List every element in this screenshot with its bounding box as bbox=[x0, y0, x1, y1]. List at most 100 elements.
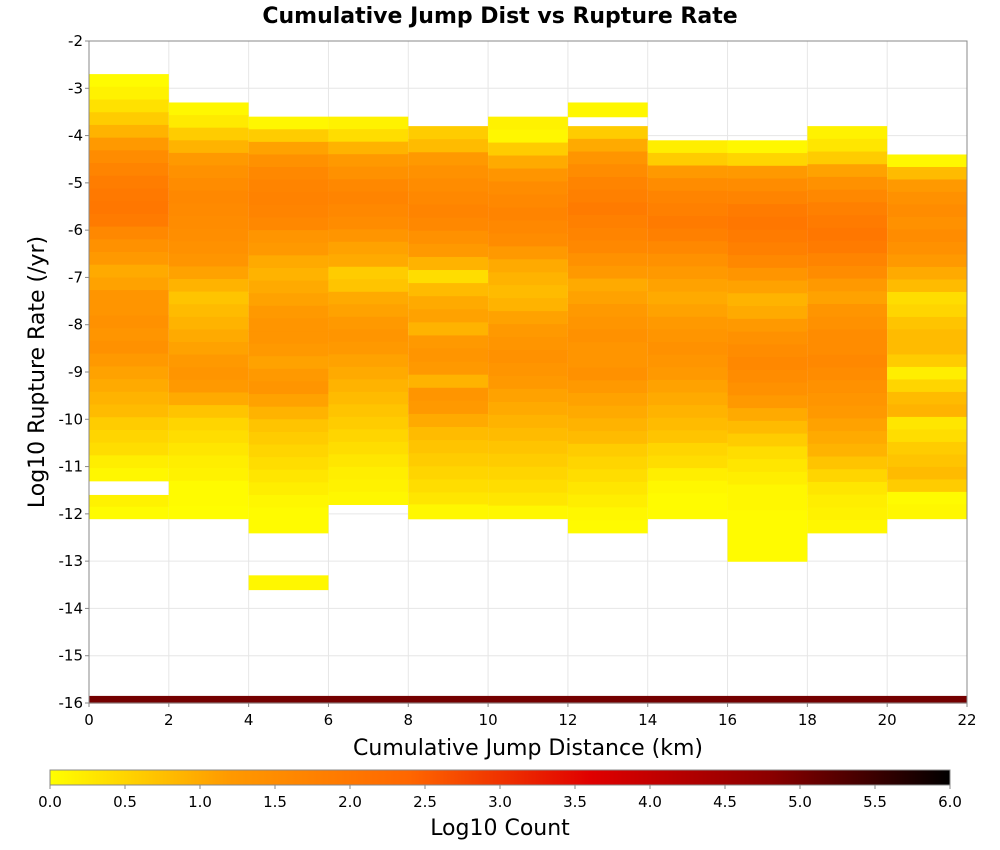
heatmap-cell bbox=[727, 369, 808, 384]
heatmap-cell bbox=[647, 266, 728, 280]
heatmap-cell bbox=[168, 367, 249, 381]
heatmap-cell bbox=[408, 504, 489, 520]
heatmap-cell bbox=[89, 213, 169, 228]
heatmap-cell bbox=[647, 480, 728, 494]
heatmap-cell bbox=[887, 291, 967, 306]
heatmap-cell bbox=[727, 216, 808, 231]
heatmap-cell bbox=[567, 469, 648, 483]
heatmap-cell bbox=[807, 469, 888, 483]
heatmap-cell bbox=[647, 417, 728, 431]
heatmap-cell bbox=[647, 253, 728, 267]
heatmap-cell bbox=[807, 418, 888, 432]
heatmap-cell bbox=[89, 391, 169, 406]
heatmap-cell bbox=[807, 215, 888, 229]
heatmap-cell bbox=[727, 255, 808, 269]
heatmap-cell bbox=[807, 443, 888, 458]
heatmap-cell bbox=[328, 241, 409, 255]
heatmap-cell bbox=[727, 331, 808, 345]
heatmap-cell bbox=[567, 304, 648, 318]
heatmap-cell bbox=[647, 468, 728, 482]
heatmap-cell bbox=[328, 291, 409, 305]
heatmap-cell bbox=[328, 129, 409, 143]
heatmap-cell bbox=[168, 178, 249, 192]
x-tick-label: 2 bbox=[164, 711, 174, 729]
y-tick-label: -11 bbox=[59, 458, 84, 476]
heatmap-cell bbox=[807, 354, 888, 369]
heatmap-cell bbox=[248, 469, 329, 483]
heatmap-cell bbox=[647, 442, 728, 457]
heatmap-cell bbox=[168, 127, 249, 141]
heatmap-cell bbox=[647, 493, 728, 507]
heatmap-cell bbox=[567, 291, 648, 305]
heatmap-cell bbox=[168, 228, 249, 242]
heatmap-cell bbox=[887, 179, 967, 193]
heatmap-cell bbox=[328, 391, 409, 405]
heatmap-cell bbox=[887, 479, 967, 493]
heatmap-cell bbox=[248, 381, 329, 395]
colorbar-label: Log10 Count bbox=[430, 816, 570, 841]
heatmap-cell bbox=[567, 253, 648, 267]
heatmap-cell bbox=[647, 455, 728, 469]
heatmap-cell bbox=[89, 86, 169, 101]
heatmap-cell bbox=[567, 189, 648, 203]
heatmap-cell bbox=[727, 242, 808, 256]
heatmap-cell bbox=[488, 324, 568, 338]
heatmap-cell bbox=[567, 380, 648, 394]
heatmap-cell bbox=[488, 129, 568, 144]
colorbar-tick-label: 5.0 bbox=[788, 793, 812, 811]
x-axis-ticks: 0 2 4 6 8 10 12 14 16 18 20 22 bbox=[84, 703, 977, 729]
heatmap-cell bbox=[647, 367, 728, 381]
heatmap-cell bbox=[727, 433, 808, 447]
heatmap-cell bbox=[567, 507, 648, 521]
heatmap-cell bbox=[727, 293, 808, 307]
heatmap-cell bbox=[807, 176, 888, 191]
heatmap-cell bbox=[328, 466, 409, 480]
heatmap-cell bbox=[488, 466, 568, 481]
heatmap-cell bbox=[727, 318, 808, 333]
heatmap-cell bbox=[328, 166, 409, 180]
y-tick-label: -7 bbox=[68, 268, 83, 286]
heatmap-cell bbox=[807, 520, 888, 534]
heatmap-cell bbox=[488, 427, 568, 442]
heatmap-cell bbox=[89, 340, 169, 355]
heatmap-cell bbox=[408, 466, 489, 480]
heatmap-cell bbox=[488, 194, 568, 209]
y-tick-label: -3 bbox=[68, 79, 83, 97]
heatmap-cell bbox=[408, 191, 489, 206]
heatmap-cell bbox=[647, 304, 728, 318]
heatmap-cell bbox=[567, 102, 648, 118]
heatmap-cell bbox=[248, 267, 329, 282]
heatmap-cell bbox=[89, 404, 169, 418]
heatmap-cell bbox=[328, 266, 409, 280]
heatmap-cell bbox=[248, 368, 329, 383]
x-tick-label: 0 bbox=[84, 711, 94, 729]
heatmap-cell bbox=[567, 176, 648, 191]
heatmap-cell bbox=[488, 142, 568, 157]
heatmap-cell bbox=[488, 272, 568, 286]
heatmap-cell bbox=[248, 331, 329, 345]
heatmap-cell bbox=[727, 471, 808, 486]
y-tick-label: -8 bbox=[68, 316, 83, 334]
heatmap-cell bbox=[567, 456, 648, 470]
heatmap-cell bbox=[807, 189, 888, 203]
heatmap-cell bbox=[408, 453, 489, 467]
x-tick-label: 20 bbox=[878, 711, 897, 729]
heatmap-cell bbox=[408, 230, 489, 245]
heatmap-cell bbox=[727, 204, 808, 218]
heatmap-cell bbox=[408, 296, 489, 310]
heatmap-cell bbox=[887, 441, 967, 456]
heatmap-cell bbox=[727, 446, 808, 460]
heatmap-cell bbox=[807, 329, 888, 343]
heatmap-cell bbox=[488, 375, 568, 390]
heatmap-cell bbox=[887, 166, 967, 181]
heatmap-cell bbox=[887, 204, 967, 218]
heatmap-cell bbox=[647, 291, 728, 305]
heatmap-cell bbox=[887, 366, 967, 381]
heatmap-cell bbox=[89, 290, 169, 304]
heatmap-cell bbox=[807, 126, 888, 140]
heatmap-cell bbox=[807, 316, 888, 331]
heatmap-cell bbox=[408, 217, 489, 232]
heatmap-cell bbox=[727, 344, 808, 358]
heatmap-cell bbox=[807, 151, 888, 165]
heatmap-cell bbox=[807, 138, 888, 153]
